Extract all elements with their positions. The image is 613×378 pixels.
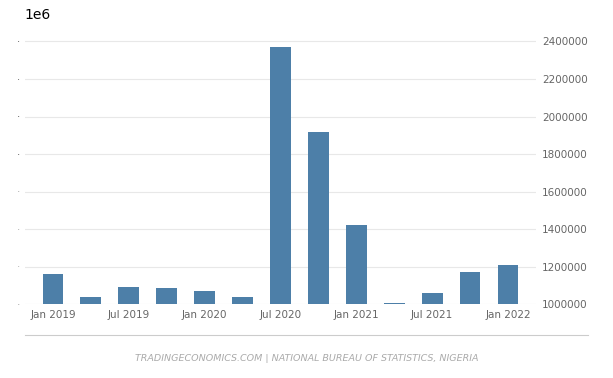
Bar bbox=[80, 297, 101, 304]
Bar bbox=[308, 132, 329, 304]
Bar bbox=[156, 288, 177, 304]
Bar bbox=[422, 293, 443, 304]
Bar bbox=[346, 225, 367, 304]
Bar bbox=[232, 297, 253, 304]
Bar bbox=[42, 274, 63, 304]
Bar bbox=[384, 303, 405, 304]
Text: TRADINGECONOMICS.COM | NATIONAL BUREAU OF STATISTICS, NIGERIA: TRADINGECONOMICS.COM | NATIONAL BUREAU O… bbox=[135, 354, 478, 363]
Bar bbox=[270, 47, 291, 304]
Bar bbox=[194, 291, 215, 304]
Bar bbox=[118, 287, 139, 304]
Bar bbox=[498, 265, 519, 304]
Bar bbox=[460, 273, 481, 304]
